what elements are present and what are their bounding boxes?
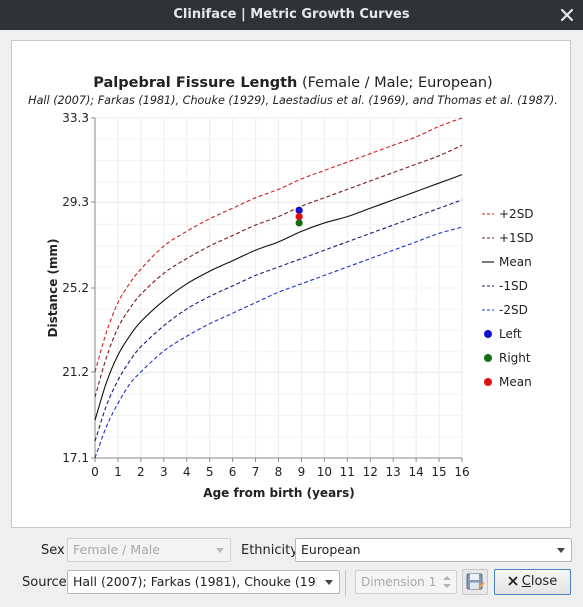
series-line-2sd [94, 226, 463, 459]
point-left [295, 206, 303, 214]
point-mean [295, 213, 303, 221]
source-select-value: Hall (2007); Farkas (1981), Chouke (1929… [73, 574, 317, 589]
legend-label: Mean [499, 255, 532, 269]
close-icon[interactable] [559, 7, 575, 23]
dimension-spinbox: Dimension 1 [355, 570, 457, 594]
series-line-1sd [94, 199, 463, 442]
series-line-mean [94, 174, 463, 421]
x-tick-label: 13 [386, 465, 401, 479]
y-tick-label: 17.1 [62, 451, 89, 465]
y-tick-label: 25.2 [62, 281, 89, 295]
legend-label: Right [499, 351, 531, 365]
x-tick-label: 16 [454, 465, 469, 479]
legend-swatch-dot [484, 330, 492, 338]
source-label: Source [22, 575, 67, 590]
chevron-down-icon [216, 548, 224, 553]
x-axis-label: Age from birth (years) [203, 486, 354, 500]
y-tick-label: 33.3 [62, 111, 89, 125]
toolbar-separator [345, 570, 346, 596]
close-x-icon [508, 576, 518, 586]
sex-select-value: Female / Male [73, 542, 160, 557]
x-tick-label: 3 [160, 465, 168, 479]
close-button[interactable]: Close [494, 569, 571, 595]
x-tick-label: 12 [363, 465, 378, 479]
ethnicity-label: Ethnicity [241, 543, 298, 558]
legend-label: -2SD [499, 303, 528, 317]
x-tick-label: 0 [91, 465, 99, 479]
chevron-down-icon [557, 548, 565, 553]
ethnicity-select[interactable]: European [295, 538, 572, 562]
x-tick-label: 2 [137, 465, 145, 479]
y-tick-label: 21.2 [62, 365, 89, 379]
close-button-mnemonic: C [521, 574, 531, 589]
x-tick-label: 15 [431, 465, 446, 479]
x-tick-label: 14 [408, 465, 423, 479]
x-tick-label: 8 [275, 465, 283, 479]
x-tick-label: 11 [340, 465, 355, 479]
x-tick-label: 10 [317, 465, 332, 479]
chart-panel: Palpebral Fissure Length (Female / Male;… [11, 40, 571, 528]
legend-label: Mean [499, 375, 532, 389]
sex-label: Sex [41, 543, 65, 558]
legend-label: Left [499, 327, 522, 341]
save-icon [466, 573, 485, 590]
legend-swatch-dot [484, 354, 492, 362]
legend-label: -1SD [499, 279, 528, 293]
x-tick-label: 4 [183, 465, 191, 479]
dimension-value: Dimension 1 [361, 575, 437, 589]
spin-up-icon [443, 576, 451, 580]
y-axis-label: Distance (mm) [46, 239, 60, 338]
chart-subtitle: Hall (2007); Farkas (1981), Chouke (1929… [28, 94, 558, 107]
x-tick-label: 1 [114, 465, 122, 479]
series-line-2sd [94, 117, 463, 373]
source-select[interactable]: Hall (2007); Farkas (1981), Chouke (1929… [67, 570, 340, 594]
series-line-1sd [94, 144, 463, 398]
sex-select: Female / Male [67, 538, 231, 562]
spin-down-icon [443, 584, 451, 588]
chart-title-bold: Palpebral Fissure Length [93, 75, 297, 91]
close-button-label: lose [530, 574, 558, 589]
chevron-down-icon [325, 580, 333, 585]
title-bar: Cliniface | Metric Growth Curves [0, 0, 583, 30]
window-title: Cliniface | Metric Growth Curves [173, 7, 410, 22]
chart-title: Palpebral Fissure Length (Female / Male;… [93, 75, 492, 91]
x-tick-label: 5 [206, 465, 214, 479]
point-right [295, 219, 303, 227]
x-tick-label: 6 [229, 465, 237, 479]
legend-label: +1SD [499, 231, 534, 245]
legend-swatch-dot [484, 378, 492, 386]
save-button[interactable] [462, 569, 488, 595]
x-tick-label: 7 [252, 465, 260, 479]
chart-title-rest: (Female / Male; European) [297, 75, 492, 91]
legend-label: +2SD [499, 207, 534, 221]
x-tick-label: 9 [298, 465, 306, 479]
y-tick-label: 29.3 [62, 195, 89, 209]
ethnicity-select-value: European [301, 542, 361, 557]
